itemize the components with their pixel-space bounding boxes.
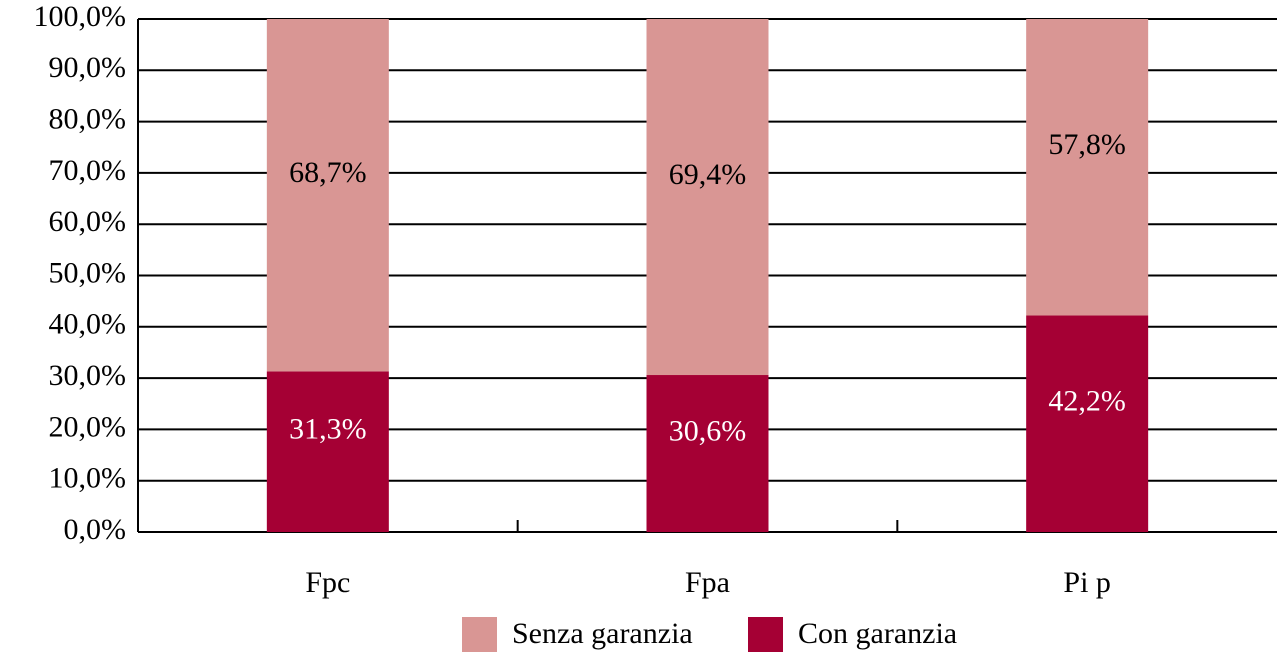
x-tick-label: Pi p (1063, 566, 1111, 599)
legend-label: Senza garanzia (512, 617, 693, 650)
bar-segment (646, 375, 769, 532)
legend-swatch (748, 617, 783, 652)
y-tick-label: 40,0% (49, 308, 127, 341)
x-tick-label: Fpc (305, 566, 350, 599)
bar-segment (266, 371, 389, 532)
y-tick-label: 0,0% (64, 513, 127, 546)
bar-segment (266, 19, 389, 372)
y-tick-label: 100,0% (34, 0, 127, 33)
data-label: 68,7% (289, 156, 367, 189)
y-tick-label: 70,0% (49, 154, 127, 187)
bar-segment (646, 19, 769, 376)
y-tick-label: 90,0% (49, 51, 127, 84)
data-label: 30,6% (669, 414, 747, 447)
legend-swatch (462, 617, 497, 652)
y-tick-label: 50,0% (49, 256, 127, 289)
y-tick-label: 60,0% (49, 205, 127, 238)
legend-label: Con garanzia (798, 617, 957, 650)
y-tick-label: 80,0% (49, 102, 127, 135)
data-label: 69,4% (669, 158, 747, 191)
data-label: 42,2% (1048, 385, 1126, 418)
data-label: 31,3% (289, 413, 367, 446)
y-tick-label: 20,0% (49, 410, 127, 443)
bar-segment (1026, 315, 1149, 532)
y-tick-label: 10,0% (49, 462, 127, 495)
y-tick-label: 30,0% (49, 359, 127, 392)
bar-segment (1026, 19, 1149, 316)
x-tick-label: Fpa (685, 566, 730, 599)
data-label: 57,8% (1048, 128, 1126, 161)
